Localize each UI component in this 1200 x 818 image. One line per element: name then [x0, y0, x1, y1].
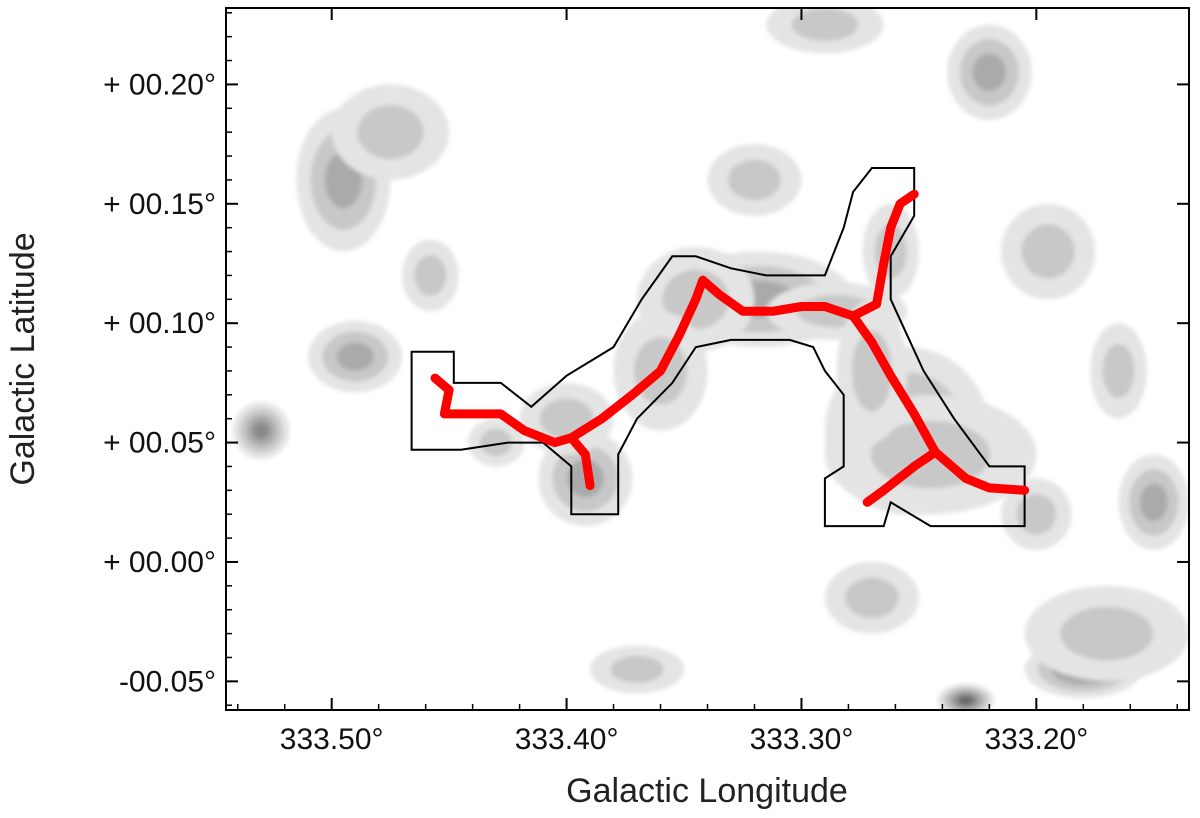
- contour-level-1: [1102, 343, 1135, 398]
- contour-level-3: [252, 421, 270, 440]
- contour-blob: [1001, 203, 1096, 300]
- spine-layer: [430, 189, 1030, 507]
- filament-spine-3: [862, 447, 940, 507]
- contour-level-1: [1021, 224, 1075, 279]
- contour-blob: [1024, 585, 1189, 682]
- contour-blob: [947, 24, 1032, 121]
- filament-mask-outline: [410, 167, 1026, 528]
- y-axis: + 00.20° + 00.15° + 00.10° + 00.05° + 00.00°…: [103, 12, 1189, 706]
- contour-blob: [233, 401, 290, 460]
- x-tick-label: 333.30°: [750, 723, 854, 756]
- filament-spine-1: [566, 433, 595, 491]
- x-tick-label: 333.20°: [984, 723, 1088, 756]
- contour-level-1: [1016, 493, 1057, 535]
- y-tick-label: + 00.05°: [103, 427, 216, 460]
- contour-blob: [402, 239, 459, 312]
- x-axis: 333.50° 333.40° 333.30° 333.20°: [236, 8, 1179, 756]
- x-tick-label: 333.50°: [280, 723, 384, 756]
- x-axis-title: Galactic Longitude: [566, 772, 848, 810]
- y-tick-label: + 00.00°: [103, 546, 216, 579]
- contour-level-1: [727, 159, 782, 201]
- filament-spine-0: [430, 275, 1030, 495]
- contour-blob: [1001, 478, 1072, 551]
- y-axis-title: Galactic Latitude: [4, 232, 42, 485]
- filament-spine-2: [848, 189, 919, 321]
- y-tick-label: + 00.20°: [103, 68, 216, 101]
- contour-blob: [590, 645, 685, 694]
- contour-level-1: [791, 8, 859, 41]
- contour-blob: [1090, 323, 1147, 419]
- contour-level-1: [610, 655, 664, 683]
- contour-level-1: [414, 255, 447, 296]
- contour-blob: [707, 144, 802, 216]
- contour-blob: [937, 683, 995, 710]
- contour-level-1: [852, 330, 892, 412]
- contour-blob: [766, 8, 884, 54]
- y-tick-label: + 00.10°: [103, 307, 216, 340]
- contour-blob: [331, 84, 450, 180]
- contour-level-2: [336, 342, 374, 371]
- y-tick-label: + 00.15°: [103, 188, 216, 221]
- x-tick-label: 333.40°: [515, 723, 619, 756]
- contour-blob: [824, 561, 919, 634]
- contour-level-1: [845, 577, 899, 619]
- contour-blob: [308, 320, 403, 393]
- contour-level-1: [480, 429, 513, 457]
- contour-level-1: [357, 105, 424, 160]
- contour-blob: [836, 299, 908, 443]
- contour-blob: [1118, 454, 1189, 551]
- contour-level-4: [958, 696, 973, 705]
- contour-level-2: [972, 53, 1007, 92]
- mask-layer: [410, 167, 1026, 528]
- contour-level-1: [1060, 606, 1154, 661]
- contour-level-2: [1139, 483, 1168, 522]
- y-tick-label: -00.05°: [119, 665, 216, 698]
- contour-blob: [467, 418, 525, 467]
